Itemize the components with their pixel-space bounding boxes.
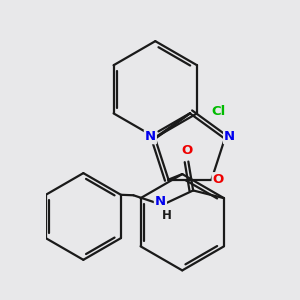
- Text: O: O: [213, 173, 224, 186]
- Text: N: N: [155, 195, 166, 208]
- Text: N: N: [145, 130, 156, 143]
- Text: N: N: [224, 130, 235, 143]
- Text: H: H: [162, 209, 172, 222]
- Text: O: O: [182, 143, 193, 157]
- Text: Cl: Cl: [211, 105, 225, 118]
